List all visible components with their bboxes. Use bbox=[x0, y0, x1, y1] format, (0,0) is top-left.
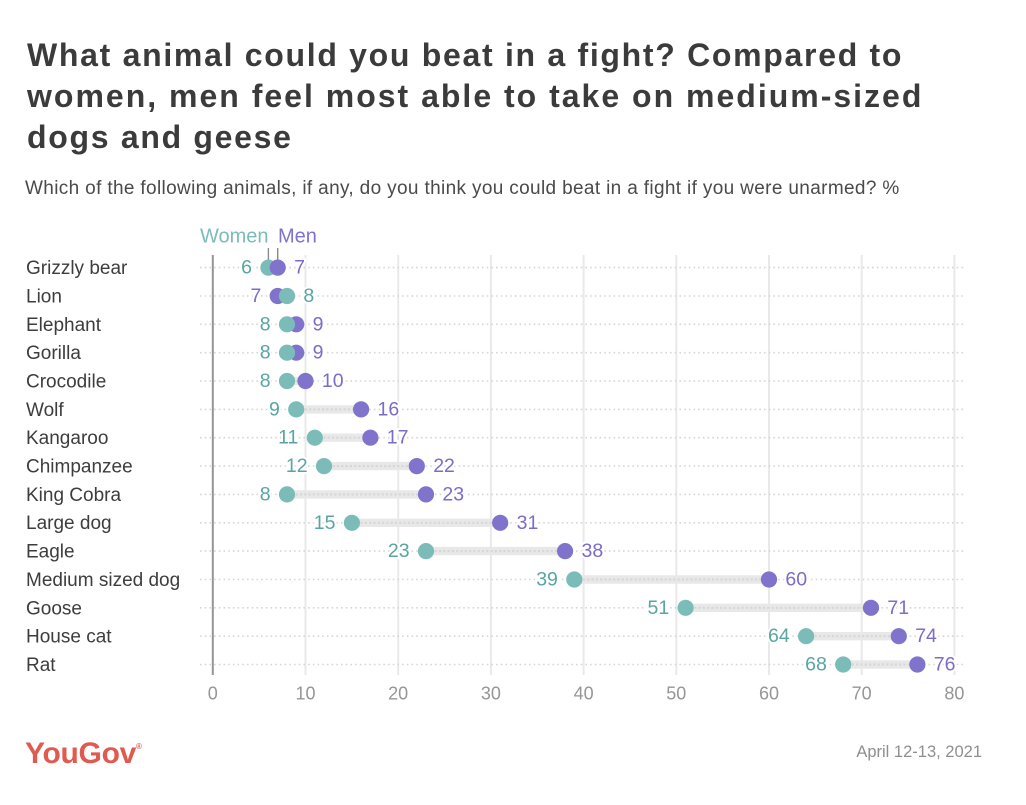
svg-text:Men: Men bbox=[278, 226, 317, 248]
svg-text:16: 16 bbox=[378, 398, 400, 420]
svg-text:15: 15 bbox=[314, 512, 336, 534]
svg-text:70: 70 bbox=[852, 684, 872, 704]
svg-text:House cat: House cat bbox=[26, 627, 112, 648]
svg-text:71: 71 bbox=[887, 597, 909, 619]
svg-text:60: 60 bbox=[759, 684, 779, 704]
svg-text:74: 74 bbox=[915, 625, 937, 647]
svg-text:22: 22 bbox=[433, 455, 455, 477]
svg-text:30: 30 bbox=[481, 684, 501, 704]
svg-text:9: 9 bbox=[313, 313, 324, 335]
svg-text:6: 6 bbox=[241, 257, 252, 279]
svg-text:Gorilla: Gorilla bbox=[26, 343, 81, 364]
svg-text:Women: Women bbox=[200, 226, 269, 248]
svg-text:17: 17 bbox=[387, 427, 409, 449]
svg-text:8: 8 bbox=[303, 285, 314, 307]
svg-text:0: 0 bbox=[208, 684, 218, 704]
svg-text:8: 8 bbox=[260, 370, 271, 392]
svg-text:80: 80 bbox=[944, 684, 964, 704]
svg-text:51: 51 bbox=[647, 597, 669, 619]
svg-text:Grizzly bear: Grizzly bear bbox=[26, 258, 128, 279]
svg-text:64: 64 bbox=[768, 625, 790, 647]
svg-text:9: 9 bbox=[269, 398, 280, 420]
svg-text:31: 31 bbox=[517, 512, 539, 534]
svg-text:Crocodile: Crocodile bbox=[26, 372, 106, 393]
svg-text:Lion: Lion bbox=[26, 287, 62, 308]
svg-text:12: 12 bbox=[286, 455, 308, 477]
svg-text:23: 23 bbox=[442, 483, 464, 505]
svg-text:7: 7 bbox=[294, 257, 305, 279]
svg-text:11: 11 bbox=[278, 427, 298, 449]
svg-text:Elephant: Elephant bbox=[26, 315, 102, 336]
svg-text:40: 40 bbox=[574, 684, 594, 704]
svg-text:20: 20 bbox=[388, 684, 408, 704]
svg-text:Goose: Goose bbox=[26, 598, 82, 619]
svg-text:23: 23 bbox=[388, 540, 410, 562]
svg-text:King Cobra: King Cobra bbox=[26, 485, 121, 506]
svg-text:Large dog: Large dog bbox=[26, 513, 112, 534]
svg-text:8: 8 bbox=[260, 342, 271, 364]
svg-text:Kangaroo: Kangaroo bbox=[26, 428, 108, 449]
svg-text:10: 10 bbox=[295, 684, 315, 704]
svg-text:Chimpanzee: Chimpanzee bbox=[26, 457, 133, 478]
svg-text:Wolf: Wolf bbox=[26, 400, 64, 421]
svg-text:9: 9 bbox=[313, 342, 324, 364]
svg-text:10: 10 bbox=[322, 370, 344, 392]
svg-text:68: 68 bbox=[805, 654, 827, 676]
svg-text:38: 38 bbox=[582, 540, 604, 562]
svg-text:7: 7 bbox=[250, 285, 261, 307]
svg-text:50: 50 bbox=[666, 684, 686, 704]
svg-text:8: 8 bbox=[260, 313, 271, 335]
svg-text:Rat: Rat bbox=[26, 655, 56, 676]
svg-text:Medium sized dog: Medium sized dog bbox=[26, 570, 180, 591]
svg-text:39: 39 bbox=[536, 569, 558, 591]
svg-text:60: 60 bbox=[785, 569, 807, 591]
svg-text:Eagle: Eagle bbox=[26, 542, 75, 563]
svg-text:76: 76 bbox=[934, 654, 956, 676]
svg-text:8: 8 bbox=[260, 483, 271, 505]
